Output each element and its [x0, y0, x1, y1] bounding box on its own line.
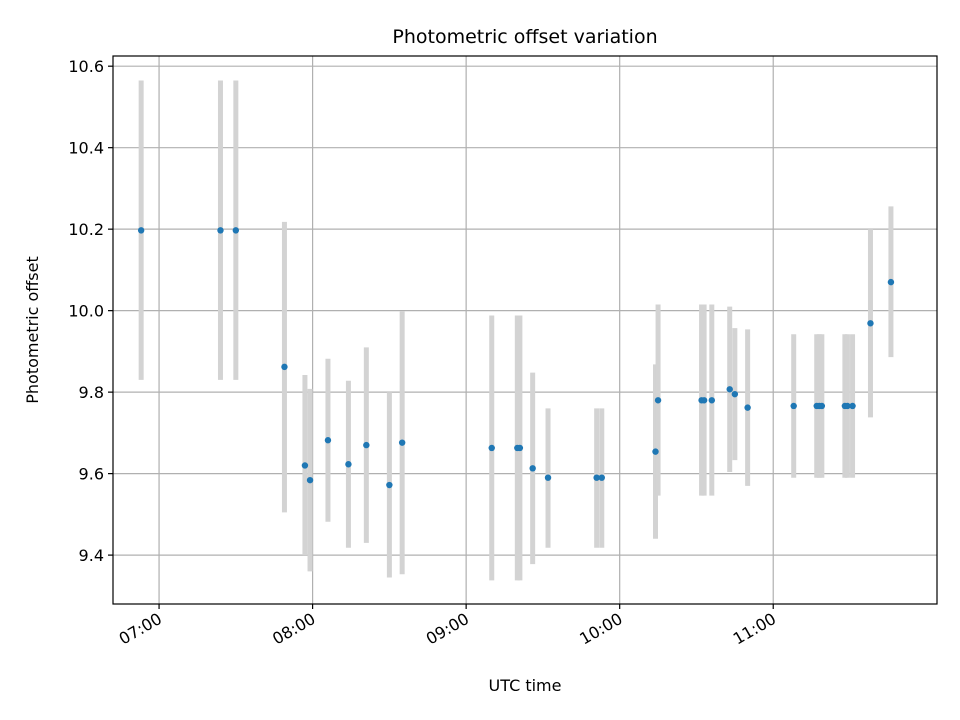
data-point — [324, 437, 332, 444]
y-tick-label: 9.4 — [79, 546, 104, 565]
data-point — [363, 441, 370, 449]
data-point — [708, 397, 716, 404]
data-point — [700, 397, 708, 404]
grid — [113, 56, 937, 604]
data-point — [887, 278, 895, 286]
data-point — [652, 448, 659, 455]
data-point — [516, 444, 524, 452]
data-point — [654, 397, 662, 404]
y-axis-ticks: 9.4 9.6 9.8 10.0 10.2 10.4 10.6 — [68, 57, 113, 565]
data-point — [731, 390, 739, 398]
data-point — [232, 227, 240, 234]
data-point — [217, 227, 224, 234]
data-points — [137, 227, 895, 489]
data-point — [281, 363, 288, 371]
data-point — [306, 476, 314, 484]
x-axis-label: UTC time — [489, 676, 562, 695]
data-point — [301, 462, 309, 469]
data-point — [744, 404, 751, 411]
data-point — [386, 481, 393, 489]
data-point — [790, 402, 797, 410]
data-point — [398, 439, 406, 446]
data-point — [844, 402, 851, 410]
y-tick-label: 9.8 — [79, 383, 104, 402]
y-tick-label: 9.6 — [79, 465, 104, 484]
data-point — [488, 444, 495, 452]
y-tick-label: 10.2 — [68, 220, 104, 239]
data-point — [849, 402, 856, 410]
data-point — [818, 402, 826, 410]
data-point — [867, 320, 874, 327]
data-point — [345, 461, 352, 468]
data-point — [544, 474, 552, 481]
y-tick-label: 10.0 — [68, 302, 104, 321]
y-tick-label: 10.4 — [68, 139, 104, 158]
y-tick-label: 10.6 — [68, 57, 104, 76]
data-point — [726, 386, 733, 393]
chart-title: Photometric offset variation — [392, 26, 657, 48]
data-point — [593, 474, 600, 481]
data-point — [137, 227, 145, 234]
data-point — [598, 474, 605, 481]
data-point — [529, 465, 536, 472]
y-axis-label: Photometric offset — [23, 256, 42, 404]
plot-frame — [112, 55, 938, 605]
